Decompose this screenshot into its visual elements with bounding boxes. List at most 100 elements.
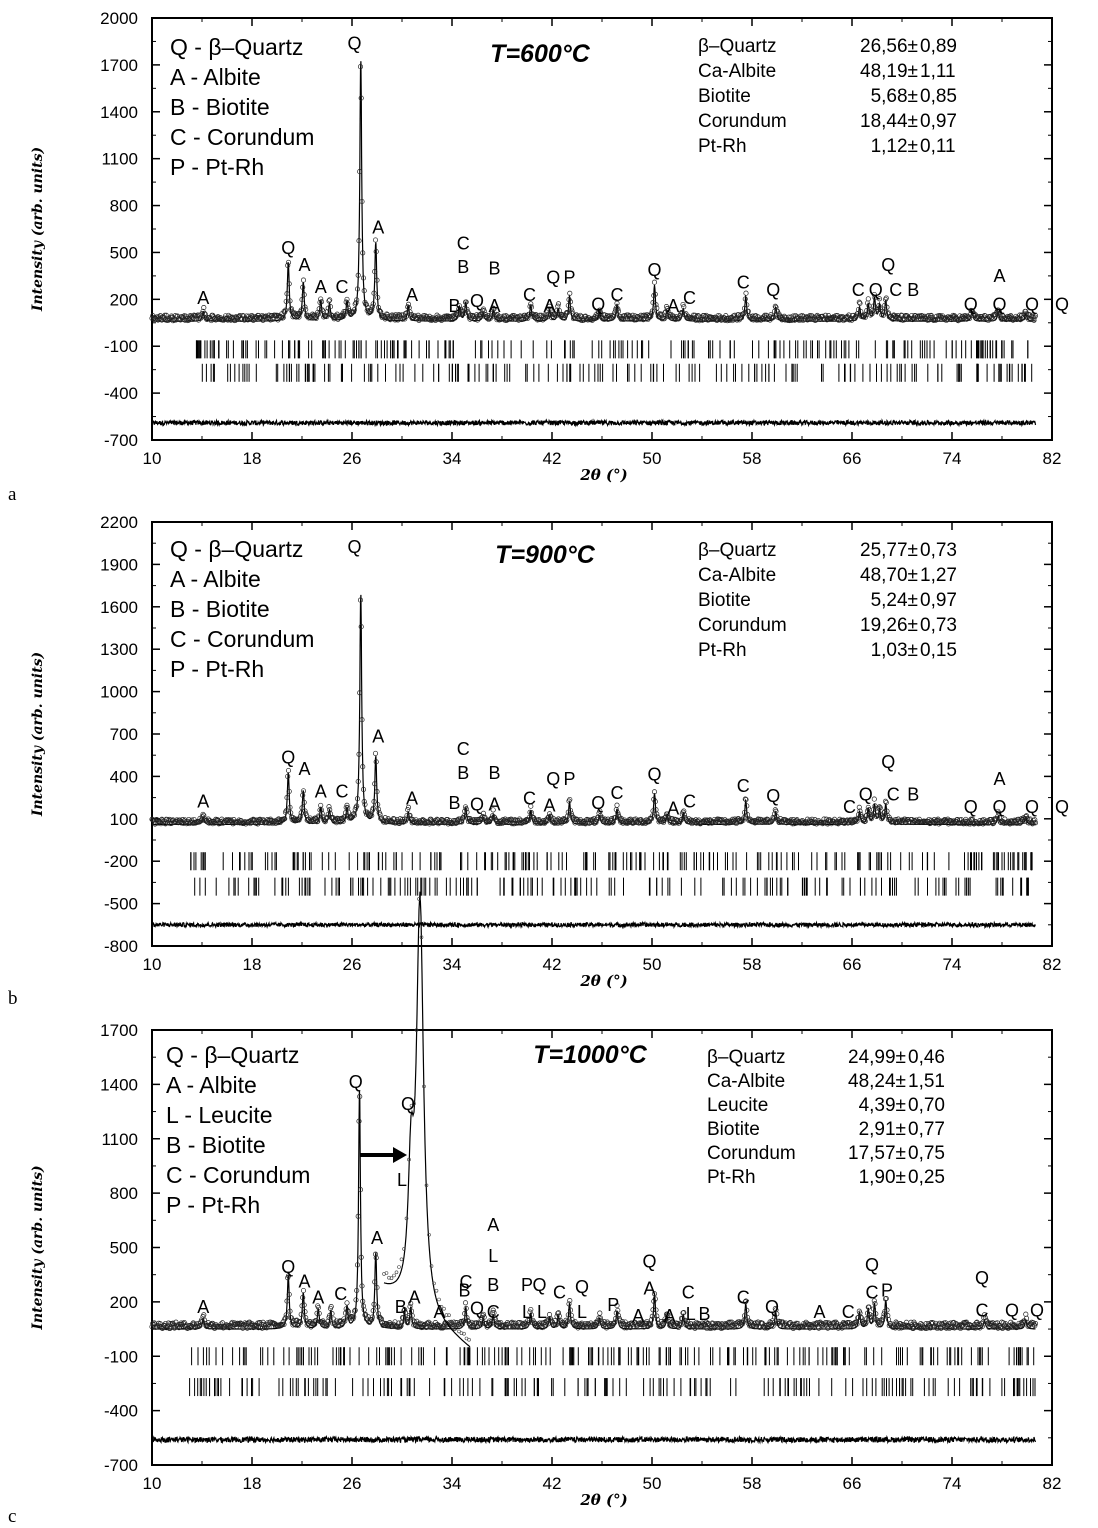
observed-point bbox=[272, 312, 278, 318]
observed-point bbox=[162, 312, 168, 318]
observed-point bbox=[152, 821, 158, 827]
observed-point bbox=[654, 305, 660, 311]
y-axis-label: Intensity (arb. units) bbox=[30, 652, 46, 817]
x-tick-label: 74 bbox=[943, 449, 962, 468]
observed-point bbox=[678, 817, 684, 823]
y-tick-label: 1300 bbox=[100, 640, 138, 659]
observed-point bbox=[750, 818, 757, 824]
observed-point bbox=[327, 304, 334, 310]
peak-label: C bbox=[737, 776, 750, 796]
observed-point bbox=[661, 316, 667, 322]
observed-point bbox=[168, 1320, 174, 1327]
observed-point bbox=[497, 821, 503, 827]
observed-point bbox=[942, 817, 948, 823]
observed-point bbox=[607, 312, 613, 319]
y-tick-label: 1700 bbox=[100, 1021, 138, 1040]
legend-entry: B - Biotite bbox=[170, 94, 270, 120]
observed-point bbox=[871, 796, 877, 802]
observed-point bbox=[627, 819, 633, 825]
peak-label: A bbox=[298, 759, 310, 779]
legend-entry: P - Pt-Rh bbox=[170, 656, 264, 682]
observed-point bbox=[357, 64, 364, 70]
observed-point bbox=[464, 809, 470, 815]
observed-point bbox=[471, 313, 477, 320]
observed-point bbox=[681, 808, 687, 814]
bragg-tick-row bbox=[201, 363, 1033, 382]
peak-label: Q bbox=[591, 294, 605, 314]
panel-letter: b bbox=[8, 988, 18, 1009]
observed-point bbox=[358, 624, 364, 630]
panel-title: T=900°C bbox=[495, 541, 596, 569]
observed-point bbox=[977, 818, 983, 824]
observed-point bbox=[375, 801, 381, 808]
peak-label: Q bbox=[546, 268, 560, 288]
observed-point bbox=[885, 813, 891, 819]
y-tick-label: 1600 bbox=[100, 598, 138, 617]
y-tick-label: 800 bbox=[110, 197, 138, 216]
observed-point bbox=[284, 795, 290, 801]
observed-point bbox=[303, 812, 310, 818]
observed-point bbox=[862, 818, 868, 824]
observed-point bbox=[287, 1308, 293, 1314]
observed-point bbox=[458, 818, 464, 824]
observed-point bbox=[483, 311, 489, 318]
peak-label: Q bbox=[1055, 797, 1069, 817]
peak-label: A bbox=[197, 791, 209, 811]
observed-point bbox=[196, 1323, 202, 1329]
observed-point bbox=[372, 750, 379, 756]
composition-value: 5,24± bbox=[871, 590, 918, 611]
observed-point bbox=[966, 818, 973, 824]
panel-c: 1700 1400 1100 800 500 200 -100 -400 -700 10 18 26 3… bbox=[8, 891, 1061, 1527]
observed-point bbox=[757, 316, 763, 322]
peak-label: Q bbox=[470, 291, 484, 311]
observed-point bbox=[564, 310, 571, 316]
observed-point bbox=[218, 1321, 224, 1327]
observed-point bbox=[297, 813, 304, 819]
observed-point bbox=[858, 308, 864, 315]
observed-point bbox=[342, 311, 348, 317]
observed-point bbox=[453, 820, 460, 826]
observed-point bbox=[692, 312, 698, 318]
peak-label: B bbox=[448, 793, 460, 813]
observed-point bbox=[354, 803, 360, 809]
observed-point bbox=[615, 308, 622, 314]
observed-points bbox=[149, 1094, 1039, 1332]
observed-point bbox=[525, 817, 532, 823]
observed-point bbox=[201, 310, 208, 316]
observed-point bbox=[513, 820, 520, 827]
observed-point bbox=[201, 1317, 208, 1323]
observed-point bbox=[287, 298, 293, 304]
observed-point bbox=[319, 811, 325, 817]
peak-label: A bbox=[488, 296, 500, 316]
peak-label: C bbox=[889, 280, 902, 300]
observed-point bbox=[326, 804, 332, 810]
observed-point bbox=[247, 821, 253, 827]
observed-point bbox=[363, 302, 370, 308]
x-tick-label: 58 bbox=[743, 449, 762, 468]
observed-point bbox=[336, 816, 343, 822]
peak-label: B bbox=[907, 784, 919, 804]
observed-point bbox=[816, 314, 822, 320]
observed-point bbox=[353, 300, 359, 306]
x-tick-label: 42 bbox=[543, 955, 562, 974]
observed-point bbox=[478, 313, 484, 320]
observed-point bbox=[871, 291, 877, 298]
composition-phase: Pt-Rh bbox=[698, 136, 747, 157]
y-tick-label: 200 bbox=[110, 290, 138, 309]
observed-point bbox=[864, 308, 870, 314]
observed-point bbox=[280, 1319, 286, 1325]
observed-point bbox=[393, 312, 399, 318]
peak-label: C bbox=[683, 791, 696, 811]
peak-label: P bbox=[563, 769, 575, 789]
observed-point bbox=[250, 317, 256, 323]
x-tick-label: 58 bbox=[743, 1474, 762, 1493]
observed-point bbox=[351, 309, 357, 315]
observed-point bbox=[741, 815, 747, 821]
composition-value: 19,26± bbox=[860, 615, 918, 636]
observed-point bbox=[696, 820, 703, 826]
y-tick-label: 500 bbox=[110, 243, 138, 262]
peak-label: Q bbox=[992, 797, 1006, 817]
observed-point bbox=[877, 805, 883, 811]
observed-point bbox=[281, 1321, 287, 1327]
observed-point bbox=[168, 313, 175, 319]
